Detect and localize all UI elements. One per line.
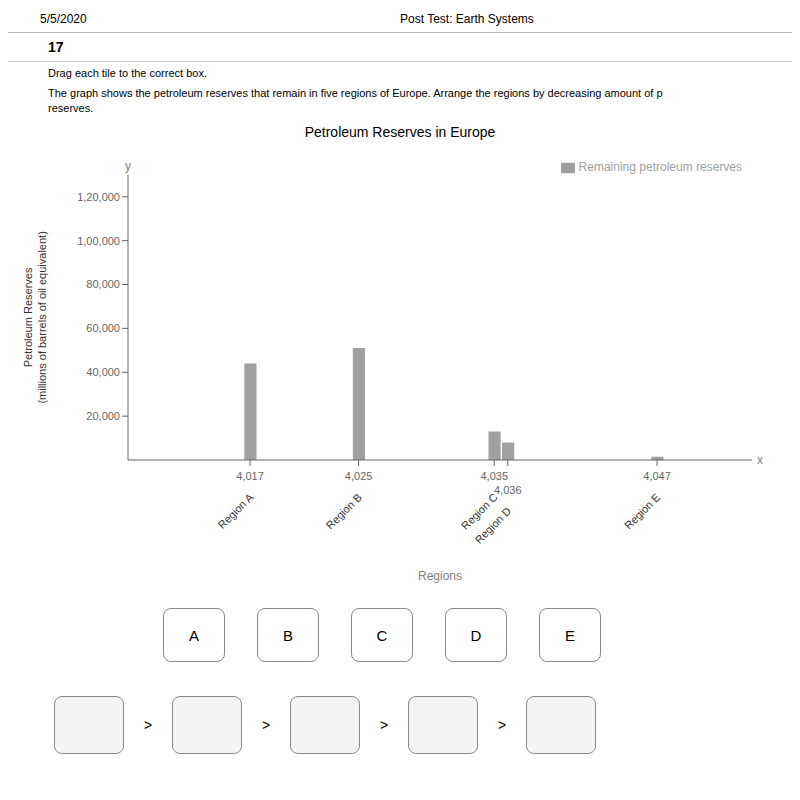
svg-text:4,025: 4,025 (345, 470, 373, 482)
svg-text:Regions: Regions (418, 569, 462, 583)
svg-text:1,20,000: 1,20,000 (77, 191, 120, 203)
svg-text:Petroleum Reserves(millions of: Petroleum Reserves(millions of barrels o… (22, 231, 48, 403)
html-text:Post Test: Earth Systems: Post Test: Earth Systems (400, 12, 534, 26)
html-text:E: E (565, 626, 575, 644)
html-text:B: B (283, 626, 293, 644)
svg-text:4,047: 4,047 (643, 470, 671, 482)
svg-text:20,000: 20,000 (86, 410, 120, 422)
svg-text:x: x (757, 453, 763, 467)
svg-text:Region E: Region E (622, 491, 662, 531)
svg-text:4,017: 4,017 (236, 470, 264, 482)
svg-text:Region B: Region B (324, 491, 364, 531)
svg-text:4,035: 4,035 (480, 470, 508, 482)
html-text:D: D (470, 626, 482, 644)
svg-text:80,000: 80,000 (86, 278, 120, 290)
svg-text:Region D: Region D (472, 505, 513, 546)
html-text:C: C (376, 626, 388, 644)
svg-text:y: y (125, 159, 131, 173)
svg-text:Region C: Region C (458, 490, 500, 532)
html-text:The graph shows the petroleum: The graph shows the petroleum reserves t… (48, 87, 663, 99)
html-text:reserves.: reserves. (48, 102, 94, 114)
svg-text:Region A: Region A (215, 490, 256, 531)
html-text:Remaining petroleum reserves: Remaining petroleum reserves (578, 160, 742, 174)
svg-text:40,000: 40,000 (86, 366, 120, 378)
svg-text:4,036: 4,036 (494, 484, 522, 496)
html-text:17: 17 (48, 39, 64, 55)
svg-text:60,000: 60,000 (86, 322, 120, 334)
html-text:Petroleum Reserves in Europe: Petroleum Reserves in Europe (304, 124, 496, 140)
html-text:5/5/2020: 5/5/2020 (40, 12, 87, 26)
html-text:Drag each tile to the correct: Drag each tile to the correct box. (48, 67, 207, 79)
svg-text:1,00,000: 1,00,000 (77, 235, 120, 247)
html-text:A: A (189, 626, 199, 644)
